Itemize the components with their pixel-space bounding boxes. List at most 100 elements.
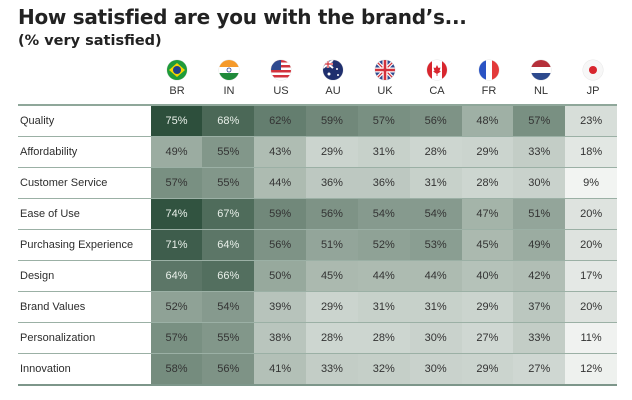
row-label: Innovation	[20, 363, 71, 375]
row-label: Affordability	[20, 146, 78, 158]
value-cell: 74%	[150, 199, 203, 229]
value-cell: 75%	[150, 106, 203, 136]
india-flag-icon	[219, 60, 239, 80]
value-cell: 40%	[461, 261, 514, 291]
value-cell: 49%	[513, 230, 566, 260]
value-cell: 18%	[565, 137, 618, 167]
value-cell: 41%	[254, 354, 307, 384]
value-cell: 29%	[306, 292, 358, 322]
table-row: Affordability 49% 55% 43% 29% 31% 28% 29% 33% 18%	[18, 137, 618, 168]
value-cell: 27%	[513, 354, 566, 384]
usa-flag-icon	[271, 60, 291, 80]
value-cell: 67%	[202, 199, 255, 229]
value-cell: 29%	[461, 354, 514, 384]
value-cell: 39%	[254, 292, 307, 322]
table-row: Quality 75% 68% 62% 59% 57% 56% 48% 57% 23%	[18, 106, 618, 137]
satisfaction-heatmap-table: Quality 75% 68% 62% 59% 57% 56% 48% 57% 23% Afford…	[18, 104, 618, 386]
uk-flag-icon	[375, 60, 395, 80]
value-cell: 59%	[306, 106, 358, 136]
value-cell: 36%	[306, 168, 358, 198]
value-cell: 44%	[357, 261, 410, 291]
country-col-ca: CA	[411, 58, 463, 102]
value-cell: 44%	[409, 261, 462, 291]
value-cell: 55%	[202, 323, 255, 353]
row-label: Brand Values	[20, 301, 86, 313]
value-cell: 33%	[306, 354, 358, 384]
value-cell: 33%	[513, 137, 566, 167]
table-row: Design 64% 66% 50% 45% 44% 44% 40% 42% 17%	[18, 261, 618, 292]
value-cell: 52%	[357, 230, 410, 260]
value-cell: 31%	[409, 292, 462, 322]
value-cell: 42%	[513, 261, 566, 291]
chart-title: How satisfied are you with the brand’s..…	[18, 5, 467, 29]
value-cell: 11%	[565, 323, 618, 353]
table-row: Ease of Use 74% 67% 59% 56% 54% 54% 47% 51% 20%	[18, 199, 618, 230]
country-col-uk: UK	[359, 58, 411, 102]
value-cell: 58%	[150, 354, 203, 384]
country-code: JP	[586, 85, 600, 97]
value-cell: 68%	[202, 106, 255, 136]
value-cell: 64%	[202, 230, 255, 260]
value-cell: 52%	[150, 292, 203, 322]
value-cell: 37%	[513, 292, 566, 322]
country-col-in: IN	[203, 58, 255, 102]
value-cell: 28%	[409, 137, 462, 167]
value-cell: 57%	[357, 106, 410, 136]
country-code: AU	[325, 85, 341, 97]
value-cell: 9%	[565, 168, 618, 198]
value-cell: 54%	[202, 292, 255, 322]
france-flag-icon	[479, 60, 499, 80]
country-col-au: AU	[307, 58, 359, 102]
value-cell: 56%	[202, 354, 255, 384]
value-cell: 43%	[254, 137, 307, 167]
country-col-jp: JP	[567, 58, 619, 102]
value-cell: 45%	[306, 261, 358, 291]
table-row: Personalization 57% 55% 38% 28% 28% 30% 27% 33% 1…	[18, 323, 618, 354]
value-cell: 20%	[565, 199, 618, 229]
value-cell: 54%	[357, 199, 410, 229]
value-cell: 55%	[202, 168, 255, 198]
value-cell: 50%	[254, 261, 307, 291]
row-label: Ease of Use	[20, 208, 80, 220]
table-row: Innovation 58% 56% 41% 33% 32% 30% 29% 27% 12%	[18, 354, 618, 386]
value-cell: 51%	[306, 230, 358, 260]
country-code: US	[273, 85, 289, 97]
country-code: BR	[169, 85, 185, 97]
country-code: NL	[533, 85, 549, 97]
country-col-us: US	[255, 58, 307, 102]
australia-flag-icon	[323, 60, 343, 80]
chart-subtitle: (% very satisfied)	[18, 33, 162, 49]
value-cell: 56%	[254, 230, 307, 260]
country-col-fr: FR	[463, 58, 515, 102]
table-row: Customer Service 57% 55% 44% 36% 36% 31% 28% 30%…	[18, 168, 618, 199]
value-cell: 17%	[565, 261, 618, 291]
value-cell: 31%	[357, 137, 410, 167]
row-label: Design	[20, 270, 55, 282]
value-cell: 30%	[513, 168, 566, 198]
value-cell: 44%	[254, 168, 307, 198]
value-cell: 57%	[513, 106, 566, 136]
value-cell: 12%	[565, 354, 618, 384]
netherlands-flag-icon	[531, 60, 551, 80]
value-cell: 47%	[461, 199, 514, 229]
row-label: Quality	[20, 115, 55, 127]
value-cell: 31%	[357, 292, 410, 322]
brazil-flag-icon	[167, 60, 187, 80]
value-cell: 51%	[513, 199, 566, 229]
value-cell: 28%	[461, 168, 514, 198]
value-cell: 56%	[306, 199, 358, 229]
country-code: FR	[481, 85, 497, 97]
country-code: UK	[377, 85, 393, 97]
country-code: CA	[429, 85, 445, 97]
value-cell: 59%	[254, 199, 307, 229]
value-cell: 64%	[150, 261, 203, 291]
value-cell: 54%	[409, 199, 462, 229]
value-cell: 66%	[202, 261, 255, 291]
value-cell: 48%	[461, 106, 514, 136]
value-cell: 33%	[513, 323, 566, 353]
value-cell: 71%	[150, 230, 203, 260]
value-cell: 28%	[306, 323, 358, 353]
country-col-nl: NL	[515, 58, 567, 102]
row-label: Purchasing Experience	[20, 239, 134, 251]
table-row: Brand Values 52% 54% 39% 29% 31% 31% 29% 37% 20%	[18, 292, 618, 323]
